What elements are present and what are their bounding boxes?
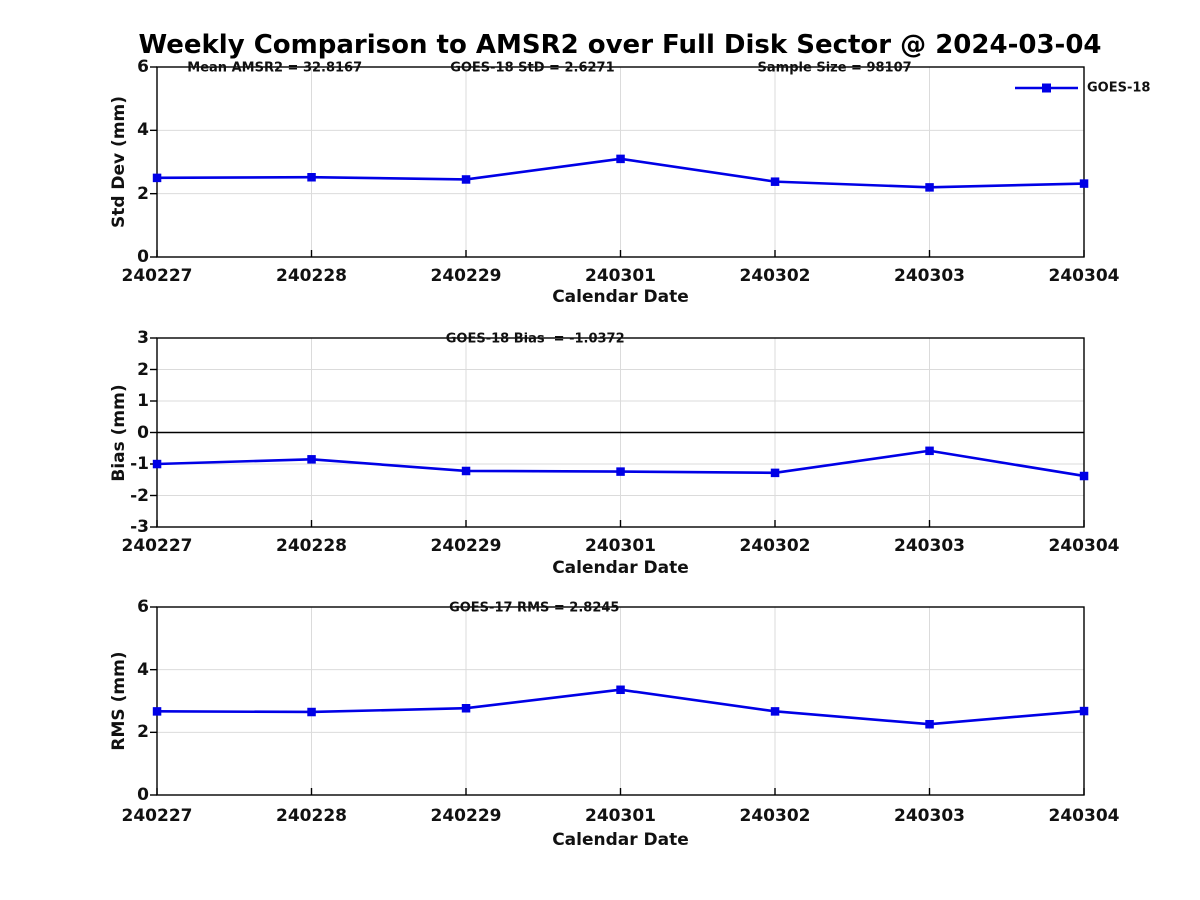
series-marker (307, 173, 316, 182)
y-tick-label: 2 (137, 359, 149, 380)
x-tick-label: 240301 (585, 806, 656, 826)
x-tick-label: 240303 (894, 806, 965, 826)
x-tick-label: 240303 (894, 266, 965, 286)
x-tick-label: 240227 (121, 536, 193, 556)
legend-label: GOES-18 (1087, 80, 1151, 96)
y-tick-label: 4 (137, 120, 149, 141)
y-tick-label: 6 (137, 597, 149, 617)
y-axis-label: Std Dev (mm) (109, 95, 129, 229)
series-marker (925, 183, 934, 192)
x-tick-label: 240228 (276, 806, 347, 826)
series-marker (770, 177, 780, 186)
x-tick-label: 240227 (121, 806, 193, 826)
x-tick-label: 240229 (430, 806, 502, 826)
x-axis-label: Calendar Date (552, 287, 689, 307)
y-tick-label: 0 (137, 785, 149, 805)
series-marker (152, 707, 162, 716)
axes-box (156, 606, 1085, 796)
series-marker (925, 719, 934, 729)
series-marker (152, 459, 162, 469)
y-tick-label: 0 (137, 422, 149, 443)
x-tick-label: 240304 (1048, 536, 1120, 556)
annotation: Sample Size = 98107 (757, 60, 912, 76)
x-tick-label: 240229 (430, 536, 502, 556)
y-axis-label: RMS (mm) (109, 651, 129, 751)
y-tick-label: -3 (130, 517, 149, 537)
x-tick-label: 240301 (585, 536, 656, 556)
series-marker (461, 704, 471, 713)
y-tick-label: 2 (137, 183, 149, 204)
x-tick-label: 240302 (739, 266, 811, 286)
annotation: GOES-18 StD = 2.6271 (450, 60, 615, 76)
x-tick-label: 240227 (121, 266, 193, 286)
x-tick-label: 240301 (585, 266, 656, 286)
series-marker (770, 707, 780, 716)
chart-title: Weekly Comparison to AMSR2 over Full Dis… (138, 30, 1102, 60)
y-axis-label: Bias (mm) (109, 383, 129, 482)
x-tick-label: 240304 (1048, 806, 1120, 826)
series-marker (461, 175, 471, 184)
y-tick-label: 3 (137, 328, 149, 348)
series-marker (770, 468, 780, 478)
series-marker (616, 154, 625, 164)
x-tick-label: 240304 (1048, 266, 1120, 286)
series-marker (616, 467, 625, 476)
series-marker (152, 173, 162, 183)
series-marker (1079, 706, 1089, 716)
x-tick-label: 240228 (276, 536, 347, 556)
annotation: Mean AMSR2 = 32.8167 (187, 60, 363, 76)
axes-box (156, 337, 1085, 528)
series-marker (925, 446, 934, 456)
series-marker (1079, 471, 1089, 481)
axes-box (156, 66, 1085, 258)
x-tick-label: 240303 (894, 536, 965, 556)
annotation: GOES-18 Bias = -1.0372 (445, 331, 625, 347)
y-tick-label: -1 (130, 454, 149, 474)
x-axis-label: Calendar Date (552, 830, 689, 850)
legend-marker (1042, 83, 1051, 93)
y-tick-label: 0 (137, 247, 149, 267)
x-tick-label: 240228 (276, 266, 347, 286)
annotation: GOES-17 RMS = 2.8245 (449, 600, 620, 616)
x-tick-label: 240229 (430, 266, 502, 286)
y-tick-label: 1 (137, 391, 149, 411)
series-marker (616, 685, 625, 695)
series-marker (307, 707, 316, 717)
x-axis-label: Calendar Date (552, 558, 689, 578)
y-tick-label: 6 (137, 57, 149, 77)
series-marker (461, 466, 471, 476)
y-tick-label: 4 (137, 659, 149, 680)
series-marker (307, 455, 316, 464)
y-tick-label: 2 (137, 722, 149, 743)
series-marker (1079, 179, 1089, 188)
x-tick-label: 240302 (739, 536, 811, 556)
x-tick-label: 240302 (739, 806, 811, 826)
y-tick-label: -2 (130, 485, 149, 506)
